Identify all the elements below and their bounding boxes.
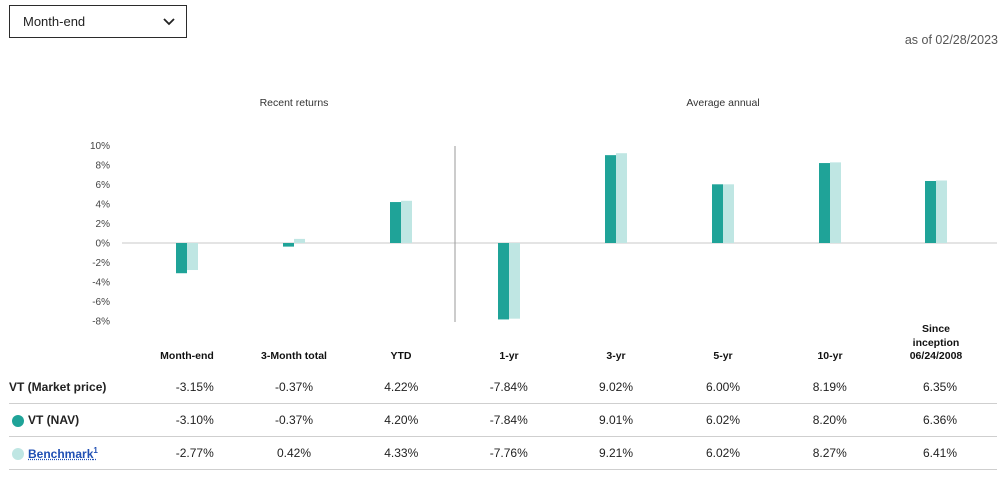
table-row: Benchmark1 -2.77% 0.42% 4.33% -7.76% 9.21% 6.0… [9,436,997,470]
bar-nav-4 [605,155,616,243]
row-label: VT (Market price) [9,371,149,404]
period-dropdown-value: Month-end [23,14,86,29]
chevron-down-icon [163,17,175,25]
bar-benchmark-0 [187,243,198,271]
y-tick-label: -4% [92,278,110,289]
table-cell: -0.37% [240,403,348,437]
group-label-1: Average annual [686,97,759,109]
table-cell: 4.20% [347,403,455,437]
table-cell: -7.76% [455,436,563,470]
table-cell: 4.33% [347,436,455,470]
table-cell: -3.10% [149,403,241,437]
bar-nav-5 [712,184,723,243]
y-tick-label: 0% [96,239,111,250]
bar-benchmark-1 [294,238,305,243]
row-label: VT (NAV) [9,403,149,437]
y-tick-label: 4% [96,200,111,211]
table-row: VT (NAV) -3.10% -0.37% 4.20% -7.84% 9.01% 6.02… [9,403,997,437]
column-header: Month-end [160,350,214,363]
bar-nav-1 [283,243,294,247]
bar-nav-7 [925,180,936,243]
table-cell: 6.35% [883,371,997,404]
bar-benchmark-4 [616,153,627,243]
returns-table: VT (Market price) -3.15% -0.37% 4.22% -7.84%… [9,371,997,470]
column-header: 5-yr [713,350,733,363]
table-cell: 0.42% [240,436,348,470]
y-tick-label: -2% [92,258,110,269]
table-cell: 8.27% [776,436,883,470]
table-cell: 6.36% [883,403,997,437]
table-cell: 4.22% [347,371,455,404]
column-header: 3-yr [606,350,626,363]
table-cell: 6.02% [669,403,777,437]
bar-benchmark-2 [401,200,412,243]
nav-legend-dot [12,414,24,427]
table-row: VT (Market price) -3.15% -0.37% 4.22% -7.84%… [9,371,997,404]
bar-benchmark-5 [723,184,734,243]
column-header: 10-yr [817,350,843,363]
y-tick-label: -6% [92,297,110,308]
bar-nav-2 [390,202,401,243]
bar-benchmark-7 [936,180,947,243]
y-tick-label: 10% [90,141,110,152]
table-cell: 9.02% [562,371,670,404]
table-cell: 8.20% [776,403,883,437]
table-cell: 9.01% [562,403,670,437]
y-tick-label: 6% [96,180,111,191]
bar-nav-6 [819,163,830,243]
benchmark-legend-dot [12,448,24,461]
benchmark-link[interactable]: Benchmark1 [28,445,98,461]
column-header-since-inception: Since inception 06/24/2008 [909,323,963,363]
bar-benchmark-6 [830,162,841,243]
y-tick-label: 8% [96,161,111,172]
table-cell: -7.84% [455,371,563,404]
y-tick-label: 2% [96,219,111,230]
table-cell: 8.19% [776,371,883,404]
table-cell: 6.00% [669,371,777,404]
table-cell: 9.21% [562,436,670,470]
table-cell: 6.02% [669,436,777,470]
column-header: 3-Month total [261,350,327,363]
y-tick-label: -8% [92,317,110,328]
bar-nav-0 [176,243,187,274]
table-cell: 6.41% [883,436,997,470]
row-label: Benchmark1 [9,436,149,470]
column-header: YTD [390,350,412,363]
table-cell: -2.77% [149,436,241,470]
period-dropdown[interactable]: Month-end [9,5,187,38]
returns-chart: Recent returns Average annual 10% 8% 6% 4% 2% 0… [0,85,1001,340]
table-cell: -7.84% [455,403,563,437]
bar-benchmark-3 [509,243,520,319]
group-label-0: Recent returns [260,97,329,109]
returns-chart-svg: Recent returns Average annual 10% 8% 6% 4% 2% 0… [90,97,997,328]
as-of-date: as of 02/28/2023 [904,33,998,47]
table-cell: -0.37% [240,371,348,404]
column-headers: Month-end 3-Month total YTD 1-yr 3-yr 5-yr 10-… [0,323,1001,370]
bar-nav-3 [498,243,509,320]
table-cell: -3.15% [149,371,241,404]
column-header: 1-yr [499,350,519,363]
